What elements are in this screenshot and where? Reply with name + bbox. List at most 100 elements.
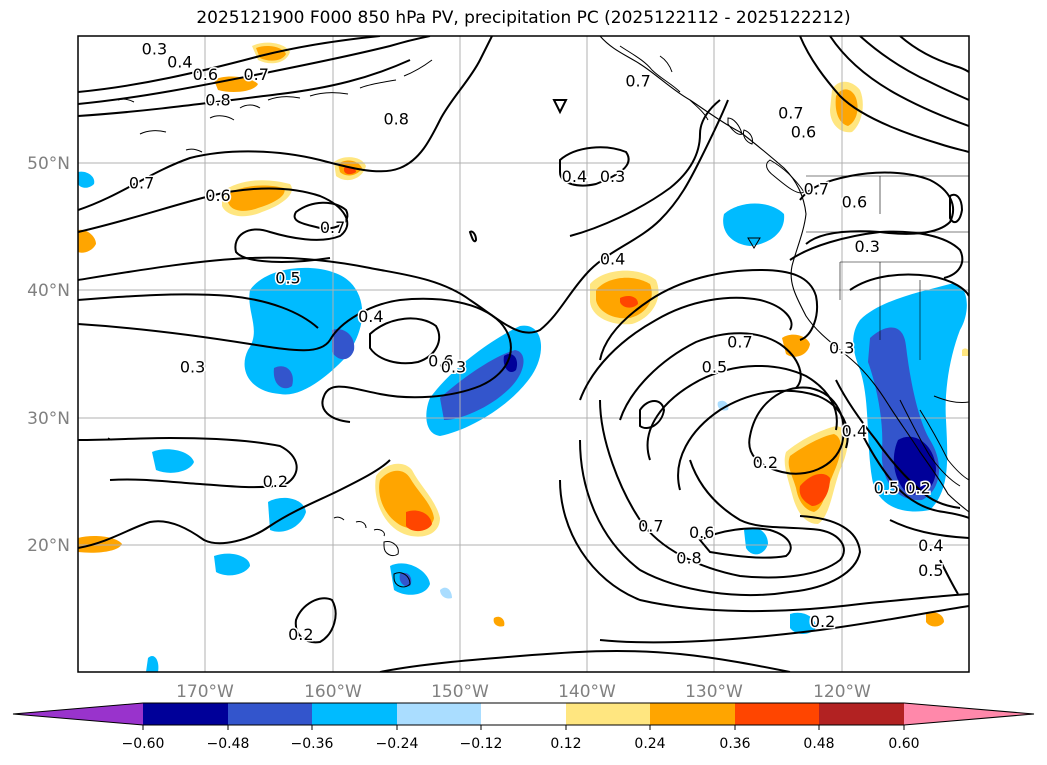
colorbar-swatch (143, 703, 228, 725)
precip-blob (152, 449, 194, 473)
precip-blob (399, 572, 412, 587)
colorbar-swatch (228, 703, 312, 725)
contour-label: 0.7 (727, 332, 752, 351)
contour-label: 0.5 (918, 561, 943, 580)
contour-label: 0.8 (383, 110, 408, 129)
precip-blob (799, 473, 830, 506)
pv-contour (294, 597, 337, 644)
pv-contour (78, 436, 298, 489)
colorbar-tick-label: 0.24 (634, 736, 665, 752)
pv-contour (293, 201, 349, 230)
precip-blob (620, 296, 638, 308)
precip-blob (214, 553, 250, 576)
contour-label: 0.2 (288, 625, 313, 644)
pv-contour (799, 36, 969, 153)
contour-label: 0.3 (600, 167, 625, 186)
pv-contour (899, 36, 969, 73)
pv-contour (829, 36, 969, 127)
pv-contour (835, 379, 961, 509)
precip-blob (78, 229, 96, 253)
pv-contour (552, 99, 568, 115)
precip-blob (406, 510, 432, 532)
contour-label: 0.8 (676, 549, 701, 568)
pv-contour (78, 99, 729, 334)
contour-label: 0.4 (600, 250, 625, 269)
pv-contour (698, 527, 792, 559)
contour-label: 0.5 (275, 269, 300, 288)
colorbar-tick-label: −0.24 (376, 736, 419, 752)
colorbar-tick-label: −0.12 (460, 736, 503, 752)
lon-label: 130°W (685, 682, 743, 702)
pv-contour (619, 332, 802, 421)
precip-blob (78, 171, 95, 188)
pv-contour (599, 605, 969, 644)
colorbar-ticks (142, 725, 905, 730)
contour-label: 0.5 (702, 358, 727, 377)
contour-label: 0.7 (625, 72, 650, 91)
contour-label: 0.3 (829, 339, 854, 358)
pv-contour (78, 36, 381, 93)
lon-label: 140°W (558, 682, 616, 702)
pv-contour (949, 193, 964, 224)
colorbar-swatch (566, 703, 650, 725)
contour-label: 0.7 (243, 65, 268, 84)
pv-contour (78, 36, 431, 105)
contour-label: 0.3 (142, 40, 167, 59)
colorbar-tick-label: 0.12 (550, 736, 581, 752)
latitude-labels: 50°N 40°N 30°N 20°N (27, 154, 70, 556)
colorbar-tick-label: 0.60 (888, 736, 919, 752)
precip-blob (790, 612, 816, 634)
colorbar-tick-label: −0.36 (291, 736, 334, 752)
pv-contours (78, 36, 969, 672)
pv-contour (849, 273, 969, 297)
colorbar-swatch (650, 703, 735, 725)
precip-blob (717, 400, 729, 411)
precip-blob (503, 353, 518, 373)
map-frame (77, 35, 970, 673)
precip-blob (926, 612, 944, 627)
precip-blob (893, 436, 936, 495)
colorbar-swatch (735, 703, 819, 725)
precip-blob (962, 348, 969, 356)
pv-contour (859, 429, 969, 519)
gulf-coast (933, 395, 969, 403)
contour-labels: 0.30.40.6 0.70.80.80.70.60.70.50.40.3 0.60… (127, 38, 945, 645)
contour-label: 0.4 (562, 167, 587, 186)
lon-label: 170°W (176, 682, 234, 702)
contour-label: 0.6 (842, 192, 867, 211)
precip-blob (835, 89, 858, 126)
lat-label: 30°N (27, 409, 70, 429)
contour-label: 0.2 (263, 472, 288, 491)
lat-label: 40°N (27, 281, 70, 301)
contour-label: 0.5 (874, 479, 899, 498)
hawaii-islands (333, 516, 411, 588)
colorbar-tick-label: −0.48 (207, 736, 250, 752)
precip-blob (273, 366, 293, 389)
longitude-labels: 170°W 160°W 150°W 140°W 130°W 120°W (176, 682, 871, 702)
contour-label: 0.7 (804, 180, 829, 199)
aleutian-islands (117, 59, 433, 153)
pv-contour (748, 386, 845, 475)
vancouver-island (766, 159, 805, 194)
alaska-panhandle (619, 45, 709, 121)
contour-label: 0.2 (753, 453, 778, 472)
contour-label: 0.7 (129, 173, 154, 192)
lon-label: 120°W (813, 682, 871, 702)
pv-contour (78, 297, 512, 423)
pv-contour (569, 99, 721, 237)
contour-label: 0.3 (441, 358, 466, 377)
contour-label: 0.4 (842, 421, 867, 440)
pv-contour (559, 146, 630, 187)
colorbar-tick-label: 0.36 (719, 736, 750, 752)
precipitation-shading (78, 42, 969, 672)
colorbar-swatch (819, 703, 904, 725)
contour-label: 0.4 (167, 52, 192, 71)
contour-label: 0.4 (918, 536, 943, 555)
pv-contour (78, 59, 411, 117)
colorbar-swatch (481, 703, 566, 725)
pv-contour (468, 230, 478, 243)
lon-label: 160°W (304, 682, 362, 702)
colorbar: −0.60 −0.48 −0.36 −0.24 −0.12 0.12 0.24 … (12, 702, 1035, 752)
misc-islands (107, 99, 761, 441)
